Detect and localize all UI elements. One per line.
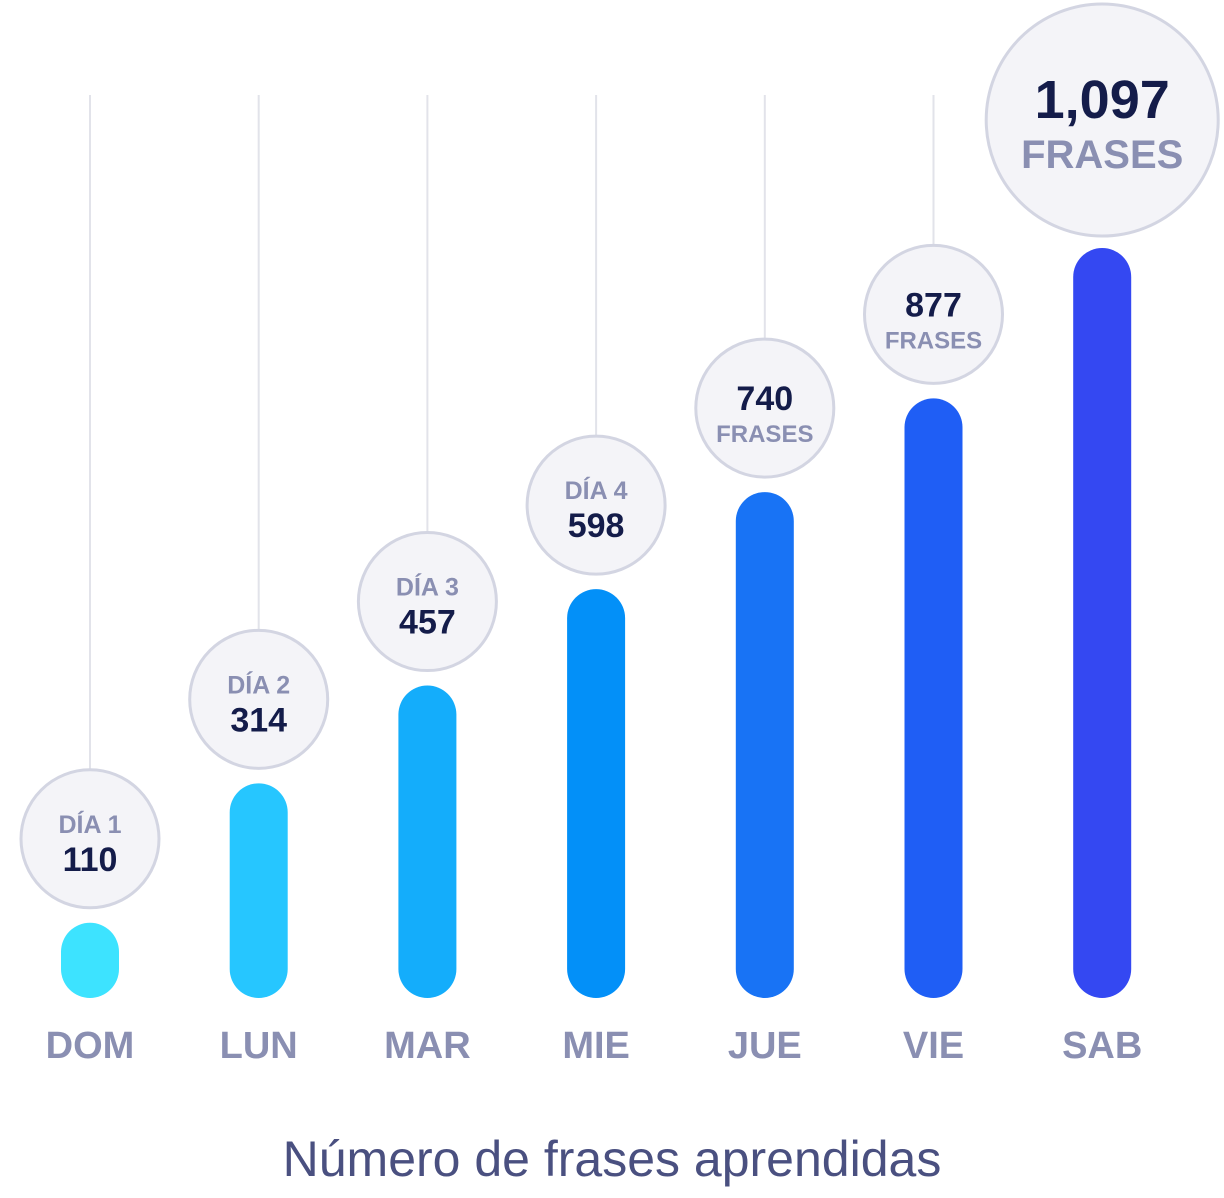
bubble-sab [984, 2, 1220, 238]
bubble-mie [525, 434, 667, 576]
guide-lines [89, 95, 935, 770]
category-label: LUN [220, 1025, 298, 1067]
bubble-unit-label: FRASES [716, 421, 813, 448]
bar-jue [735, 492, 794, 998]
bars [61, 248, 1132, 998]
bubble-vie [863, 243, 1004, 385]
bar-vie [904, 398, 963, 998]
data-label: 598 [568, 507, 625, 545]
bar-dom [61, 922, 119, 998]
bubble-day-label: DÍA 4 [565, 476, 628, 505]
data-label: 1,097 [1035, 70, 1170, 130]
bubble-day-label: DÍA 3 [396, 573, 459, 602]
bar-mie [567, 589, 626, 998]
bubble-unit-label: FRASES [885, 327, 982, 354]
data-label: 457 [399, 604, 456, 642]
bar-mar [398, 685, 457, 998]
bubble-day-label: DÍA 2 [227, 670, 290, 699]
bubble-dom [19, 768, 161, 910]
category-label: MAR [384, 1025, 471, 1067]
bubble-jue [694, 337, 836, 479]
category-label: VIE [903, 1025, 964, 1067]
data-label: 110 [63, 841, 118, 879]
bubble-lun [188, 628, 330, 770]
category-label: MIE [562, 1025, 630, 1067]
bubble-unit-label: FRASES [1021, 133, 1183, 177]
data-label: 877 [905, 286, 962, 324]
category-label: JUE [728, 1025, 802, 1067]
category-label: SAB [1062, 1025, 1142, 1067]
bubble-day-label: DÍA 1 [59, 810, 122, 839]
bar-lun [229, 783, 288, 998]
data-label: 314 [230, 701, 287, 739]
data-label: 740 [736, 380, 793, 418]
category-label: DOM [46, 1025, 135, 1067]
bubble-mar [356, 531, 498, 673]
category-labels: DOM LUN MAR MIE JUE VIE SAB [46, 1025, 1143, 1067]
bar-sab [1073, 248, 1132, 998]
x-axis-label: Número de frases aprendidas [283, 1131, 942, 1187]
